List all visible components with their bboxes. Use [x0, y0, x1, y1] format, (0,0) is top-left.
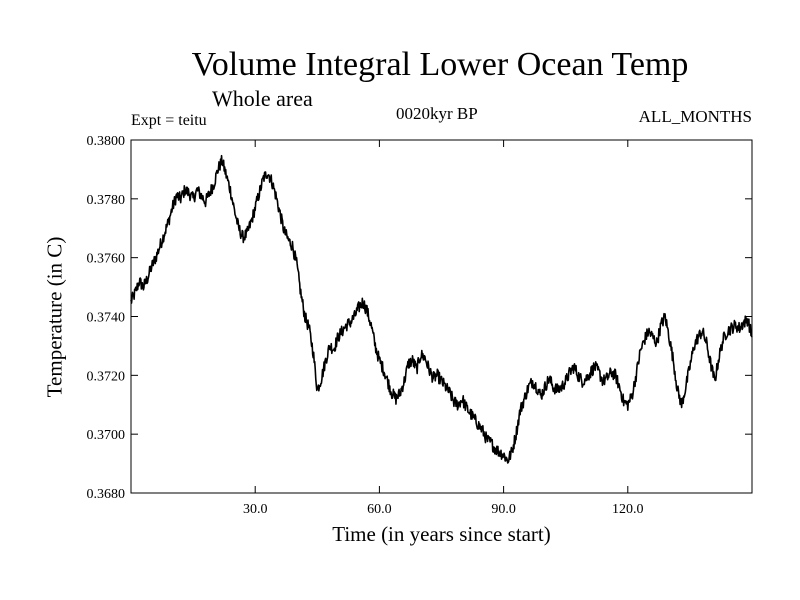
- months-label: ALL_MONTHS: [638, 107, 752, 126]
- chart-title: Volume Integral Lower Ocean Temp: [191, 46, 689, 83]
- period-label: 0020kyr BP: [396, 104, 478, 123]
- experiment-label: Expt = teitu: [131, 112, 207, 129]
- chart-subtitle: Whole area: [212, 86, 313, 111]
- x-tick-label: 30.0: [243, 502, 268, 517]
- x-tick-label: 90.0: [491, 502, 516, 517]
- series-line-temperature: [130, 154, 753, 464]
- y-tick-label: 0.3680: [87, 487, 126, 502]
- x-axis-label: Time (in years since start): [332, 522, 551, 546]
- y-tick-label: 0.3740: [87, 311, 126, 326]
- y-tick-label: 0.3780: [87, 193, 126, 208]
- y-tick-label: 0.3720: [87, 369, 126, 384]
- y-tick-label: 0.3800: [87, 134, 126, 149]
- x-tick-label: 120.0: [612, 502, 644, 517]
- axis-ticks: 0.3680 0.3700 0.3720 0.3740 0.3760 0.3780 0.38…: [87, 134, 752, 517]
- plot-frame: [130, 139, 753, 494]
- x-tick-label: 60.0: [367, 502, 392, 517]
- chart-marks: [130, 154, 753, 464]
- y-tick-label: 0.3700: [87, 428, 126, 443]
- y-tick-label: 0.3760: [87, 252, 126, 267]
